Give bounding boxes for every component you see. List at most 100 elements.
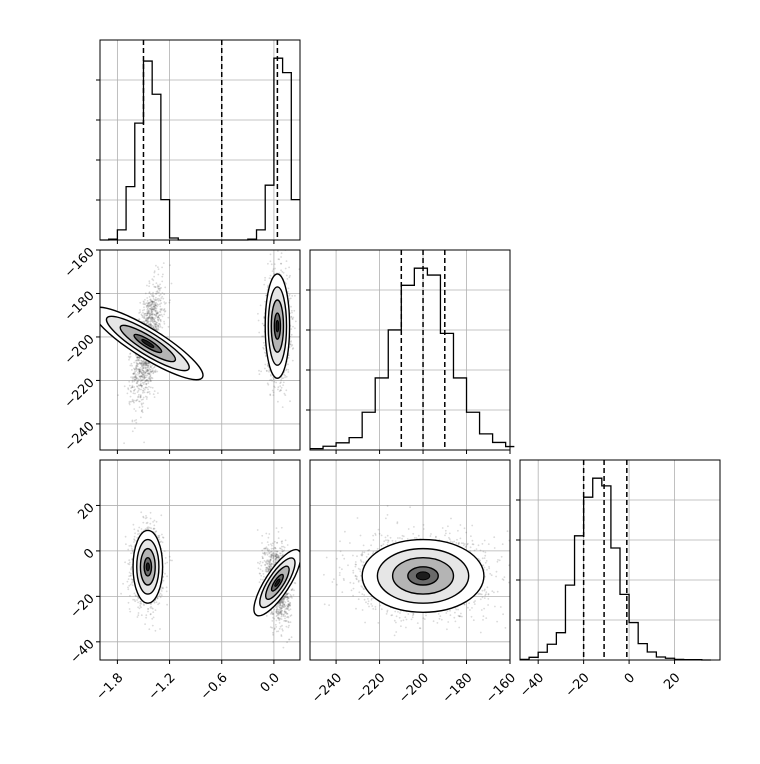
scatter-point bbox=[160, 593, 162, 595]
scatter-point bbox=[160, 326, 162, 328]
scatter-point bbox=[142, 406, 144, 408]
scatter-point bbox=[146, 370, 148, 372]
scatter-point bbox=[156, 293, 158, 295]
scatter-point bbox=[258, 320, 260, 322]
scatter-point bbox=[149, 296, 151, 298]
scatter-point bbox=[160, 308, 162, 310]
scatter-point bbox=[141, 410, 143, 412]
scatter-point bbox=[139, 384, 141, 386]
scatter-point bbox=[145, 515, 147, 517]
scatter-point bbox=[148, 306, 150, 308]
scatter-point bbox=[133, 377, 135, 379]
scatter-point bbox=[156, 322, 158, 324]
scatter-point bbox=[155, 297, 157, 299]
scatter-point bbox=[167, 317, 169, 319]
scatter-point bbox=[273, 394, 275, 396]
scatter-point bbox=[137, 606, 139, 608]
scatter-point bbox=[141, 360, 143, 362]
scatter-point bbox=[139, 302, 141, 304]
scatter-point bbox=[150, 325, 152, 327]
scatter-point bbox=[154, 520, 156, 522]
scatter-point bbox=[127, 588, 129, 590]
scatter-point bbox=[132, 381, 134, 383]
scatter-point bbox=[150, 373, 152, 375]
scatter-point bbox=[294, 327, 296, 329]
scatter-point bbox=[139, 406, 141, 408]
scatter-point bbox=[150, 315, 152, 317]
scatter-point bbox=[284, 377, 286, 379]
scatter-point bbox=[281, 387, 283, 389]
scatter-point bbox=[156, 313, 158, 315]
scatter-point bbox=[141, 315, 143, 317]
scatter-point bbox=[143, 309, 145, 311]
scatter-point bbox=[140, 511, 142, 513]
scatter-point bbox=[258, 567, 260, 569]
scatter-point bbox=[292, 317, 294, 319]
scatter-point bbox=[166, 591, 168, 593]
scatter-point bbox=[133, 373, 135, 375]
scatter-point bbox=[128, 545, 130, 547]
scatter-point bbox=[274, 268, 276, 270]
scatter-point bbox=[152, 284, 154, 286]
scatter-point bbox=[159, 303, 161, 305]
scatter-point bbox=[134, 536, 136, 538]
hist-panel-2 bbox=[516, 460, 720, 664]
scatter-point bbox=[152, 625, 154, 627]
scatter-point bbox=[287, 278, 289, 280]
scatter-point bbox=[282, 406, 284, 408]
scatter-point bbox=[278, 258, 280, 260]
scatter-point bbox=[280, 269, 282, 271]
scatter-point bbox=[281, 628, 283, 630]
scatter-point bbox=[141, 380, 143, 382]
scatter-point bbox=[157, 316, 159, 318]
scatter-point bbox=[135, 355, 137, 357]
scatter-point bbox=[143, 517, 145, 519]
scatter-point bbox=[150, 319, 152, 321]
scatter-point bbox=[137, 531, 139, 533]
scatter-point bbox=[137, 616, 139, 618]
scatter-point bbox=[154, 314, 156, 316]
scatter-point bbox=[259, 563, 261, 565]
scatter-point bbox=[137, 391, 139, 393]
scatter-point bbox=[153, 295, 155, 297]
scatter-point bbox=[277, 386, 279, 388]
scatter-point bbox=[272, 270, 274, 272]
scatter-point bbox=[282, 384, 284, 386]
scatter-point bbox=[128, 381, 130, 383]
scatter-point bbox=[143, 383, 145, 385]
scatter-point bbox=[159, 539, 161, 541]
scatter-point bbox=[138, 612, 140, 614]
hist-step-1 bbox=[310, 268, 514, 448]
scatter-point bbox=[264, 364, 266, 366]
scatter-point bbox=[161, 276, 163, 278]
scatter-point bbox=[264, 277, 266, 279]
scatter-point bbox=[159, 236, 161, 238]
scatter-point bbox=[292, 326, 294, 328]
scatter-point bbox=[145, 315, 147, 317]
scatter-point bbox=[135, 594, 137, 596]
scatter-point bbox=[152, 368, 154, 370]
scatter-point bbox=[136, 466, 138, 468]
scatter-point bbox=[147, 389, 149, 391]
scatter-point bbox=[150, 518, 152, 520]
scatter-point bbox=[150, 293, 152, 295]
scatter-point bbox=[268, 537, 270, 539]
scatter-point bbox=[133, 389, 135, 391]
scatter-point bbox=[132, 584, 134, 586]
hist-panel-1 bbox=[306, 250, 514, 454]
scatter-point bbox=[136, 382, 138, 384]
scatter-point bbox=[154, 396, 156, 398]
scatter-point bbox=[152, 279, 154, 281]
scatter-point bbox=[146, 517, 148, 519]
scatter-point bbox=[158, 318, 160, 320]
scatter-point bbox=[139, 379, 141, 381]
scatter-point bbox=[155, 326, 157, 328]
scatter-point bbox=[157, 326, 159, 328]
pair-plot-area-1 bbox=[120, 511, 308, 648]
scatter-point bbox=[161, 314, 163, 316]
scatter-point bbox=[161, 594, 163, 596]
scatter-point bbox=[154, 304, 156, 306]
scatter-point bbox=[160, 319, 162, 321]
scatter-point bbox=[287, 371, 289, 373]
